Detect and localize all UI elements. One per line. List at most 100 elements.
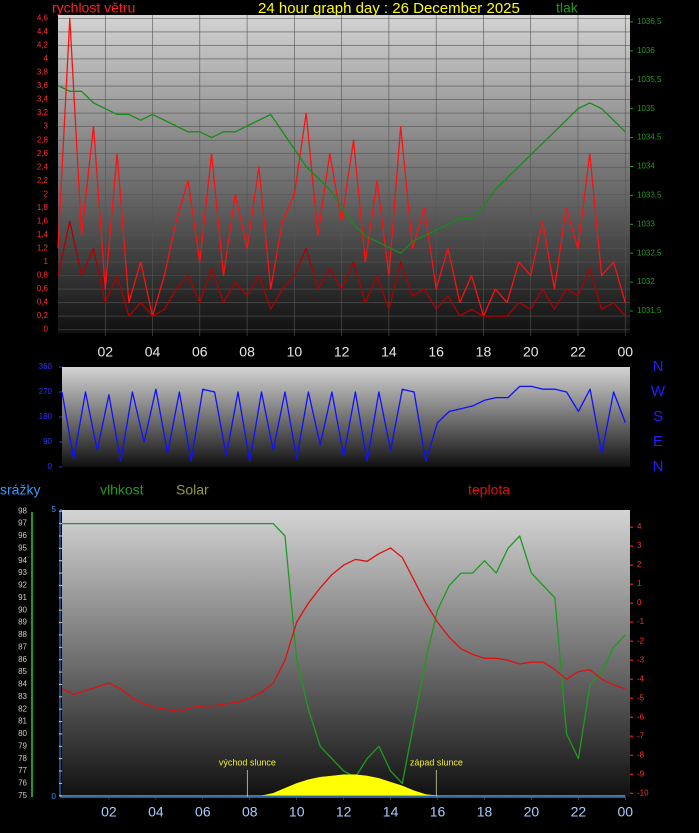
compass-label: N [653, 358, 664, 375]
x-tick-label: 06 [192, 344, 208, 360]
y-tick-label: 76 [18, 779, 27, 788]
y-tick-label: 75 [18, 791, 27, 800]
y-tick-label: 2,8 [37, 135, 49, 144]
y-tick-label: 95 [18, 543, 27, 552]
y-tick-label: 91 [18, 593, 27, 602]
y2-tick-label: 4 [637, 522, 642, 531]
compass-label: W [651, 383, 666, 400]
compass-label: N [653, 458, 664, 475]
x-tick-label: 00 [618, 804, 634, 820]
y-tick-label: 3,2 [37, 108, 49, 117]
line-series [62, 522, 626, 785]
x-tick-label: 08 [239, 344, 255, 360]
x-tick-label: 16 [428, 344, 444, 360]
y2-tick-label: 1034,5 [637, 133, 662, 142]
legend-label: vlhkost [100, 482, 144, 498]
y-tick-label: 94 [18, 556, 27, 565]
y3-tick-label: 5 [52, 505, 57, 514]
y-tick-label: 77 [18, 766, 27, 775]
y-tick-label: 82 [18, 704, 27, 713]
line-series [57, 84, 626, 254]
y-tick-label: 86 [18, 655, 27, 664]
y2-tick-label: 1035,5 [637, 75, 662, 84]
y-tick-label: 2,2 [37, 176, 49, 185]
y2-tick-label: 1035 [637, 104, 655, 113]
area [62, 774, 626, 797]
legend-label: Solar [176, 482, 209, 498]
y-tick-label: 83 [18, 692, 27, 701]
y-tick-label: 89 [18, 618, 27, 627]
y2-tick-label: 1033 [637, 219, 655, 228]
plot-area [58, 15, 630, 333]
plot-area [62, 510, 630, 797]
y-tick-label: 85 [18, 667, 27, 676]
x-tick-label: 10 [289, 804, 305, 820]
chart-title: 24 hour graph day : 26 December 2025 [258, 0, 520, 17]
y-tick-label: 0,8 [37, 271, 49, 280]
legend-label: teplota [468, 482, 510, 498]
y-tick-label: 1,6 [37, 216, 49, 225]
y-tick-label: 1,2 [37, 244, 49, 253]
x-tick-label: 02 [101, 804, 117, 820]
x-tick-label: 12 [336, 804, 352, 820]
y-tick-label: 3,6 [37, 81, 49, 90]
y2-tick-label: 1031,5 [637, 306, 662, 315]
y-tick-label: 98 [18, 506, 27, 515]
y2-tick-label: 0 [637, 598, 642, 607]
compass-label: S [653, 408, 663, 425]
y2-tick-label: 1 [637, 579, 642, 588]
x-tick-label: 00 [617, 344, 633, 360]
y-tick-label: 93 [18, 568, 27, 577]
y-tick-label: 360 [39, 362, 53, 371]
y-tick-label: 92 [18, 581, 27, 590]
y2-axis-label: tlak [556, 0, 579, 16]
y-tick-label: 79 [18, 741, 27, 750]
y-tick-label: 4,2 [37, 41, 49, 50]
y-tick-label: 180 [39, 412, 53, 421]
y2-tick-label: 2 [637, 560, 642, 569]
y-tick-label: 2,4 [37, 162, 49, 171]
y-tick-label: 0,6 [37, 284, 49, 293]
y-tick-label: 96 [18, 531, 27, 540]
line-series [57, 220, 626, 317]
y-tick-label: 80 [18, 729, 27, 738]
x-tick-label: 14 [383, 804, 399, 820]
y-tick-label: 90 [18, 605, 27, 614]
x-tick-label: 22 [570, 344, 586, 360]
y2-tick-label: -3 [637, 655, 645, 664]
y-tick-label: 2 [44, 189, 49, 198]
y-tick-label: 87 [18, 642, 27, 651]
y2-tick-label: -9 [637, 769, 645, 778]
y-tick-label: 0,2 [37, 311, 49, 320]
x-tick-label: 10 [287, 344, 303, 360]
y-tick-label: 3 [44, 122, 49, 131]
x-tick-label: 04 [145, 344, 161, 360]
compass-label: E [653, 433, 663, 450]
y-tick-label: 1,8 [37, 203, 49, 212]
x-tick-label: 20 [524, 804, 540, 820]
y2-tick-label: 1034 [637, 162, 655, 171]
x-tick-label: 18 [476, 344, 492, 360]
x-tick-label: 20 [523, 344, 539, 360]
y2-tick-label: 1033,5 [637, 191, 662, 200]
plot-area [62, 367, 630, 467]
y-tick-label: 1 [44, 257, 49, 266]
y-tick-label: 4,4 [37, 27, 49, 36]
y-tick-label: 88 [18, 630, 27, 639]
y-tick-label: 2,6 [37, 149, 49, 158]
y-tick-label: 0 [44, 325, 49, 334]
y2-tick-label: -5 [637, 693, 645, 702]
y2-tick-label: -7 [637, 731, 645, 740]
x-tick-label: 04 [148, 804, 164, 820]
y-axis-label: rychlost větru [52, 0, 135, 16]
annotation: západ slunce [410, 757, 463, 767]
y3-tick-label: 0 [52, 792, 57, 801]
x-tick-label: 18 [477, 804, 493, 820]
x-tick-label: 08 [242, 804, 258, 820]
x-tick-label: 02 [97, 344, 113, 360]
y2-tick-label: 1036 [637, 46, 655, 55]
x-tick-label: 06 [195, 804, 211, 820]
y2-tick-label: 1036,5 [637, 17, 662, 26]
